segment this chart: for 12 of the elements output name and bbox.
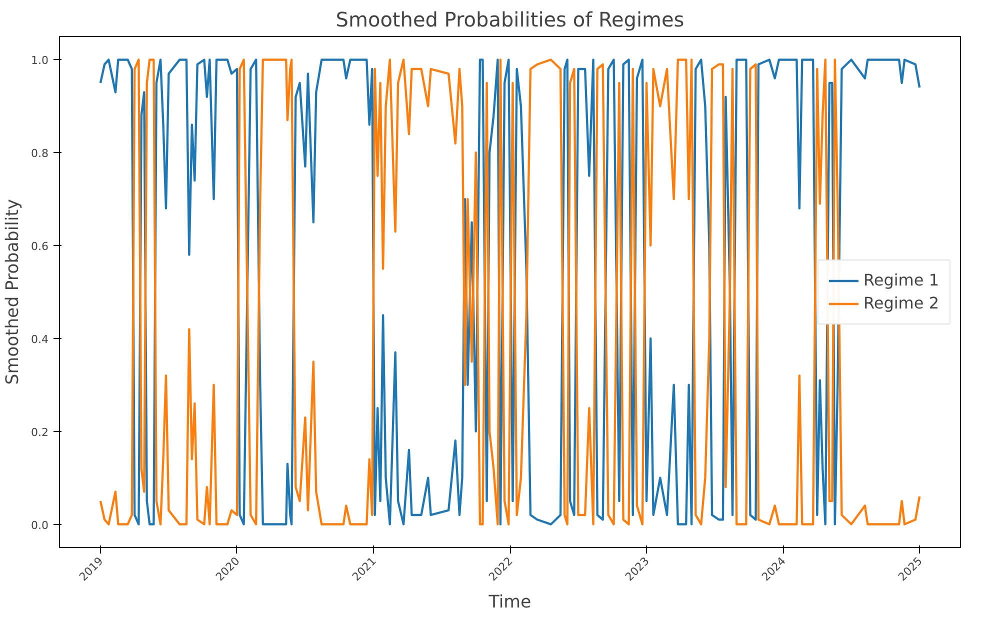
y-tick-label: 0.6 <box>31 240 49 254</box>
x-axis-title: Time <box>488 592 532 613</box>
line-series <box>99 58 921 526</box>
y-tick-label: 0.0 <box>31 518 49 532</box>
y-tick-label: 0.8 <box>31 147 49 160</box>
legend-label: Regime 1 <box>863 270 939 290</box>
y-axis-title: Smoothed Probability <box>3 199 24 385</box>
legend-label: Regime 2 <box>863 294 939 312</box>
y-tick-label: 0.4 <box>31 332 49 346</box>
y-tick-label: 0.2 <box>31 426 49 439</box>
chart-title: Smoothed Probabilities of Regimes <box>336 8 684 32</box>
y-tick-label: 1.0 <box>31 54 49 68</box>
